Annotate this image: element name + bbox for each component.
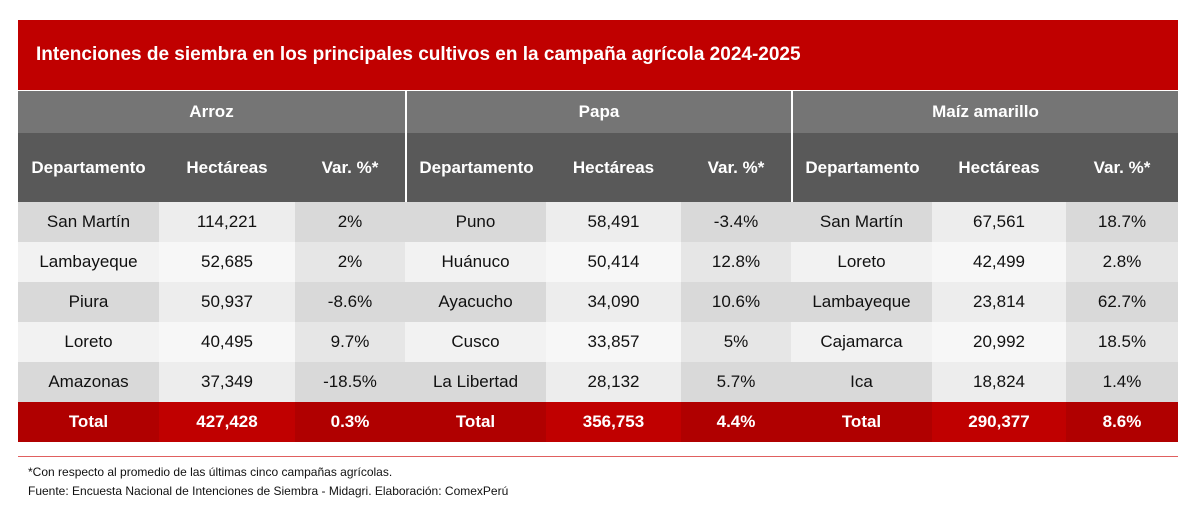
departamento-cell: Ica [791, 362, 932, 402]
hectareas-cell: 67,561 [932, 202, 1066, 242]
total-value: 427,428 [159, 402, 295, 442]
var-cell: 62.7% [1066, 282, 1178, 322]
hectareas-cell: 28,132 [546, 362, 681, 402]
departamento-cell: Ayacucho [405, 282, 546, 322]
var-cell: 2% [295, 202, 405, 242]
var-cell: -18.5% [295, 362, 405, 402]
col-departamento: Departamento [31, 157, 146, 177]
table-title: Intenciones de siembra en los principale… [18, 20, 1178, 90]
col-departamento: Departamento [791, 133, 932, 202]
col-departamento: Departamento [405, 133, 546, 202]
hectareas-cell: 34,090 [546, 282, 681, 322]
group-papa: Papa [405, 91, 791, 133]
var-cell: 9.7% [295, 322, 405, 362]
departamento-cell: Huánuco [405, 242, 546, 282]
group-arroz: Arroz [189, 102, 234, 121]
table-row: San Martín 114,221 2% Puno 58,491 -3.4% San Ma… [18, 202, 1178, 242]
total-label: Total [455, 412, 496, 431]
table-row: Lambayeque 52,685 2% Huánuco 50,414 12.8% Lore… [18, 242, 1178, 282]
table-row: Loreto 40,495 9.7% Cusco 33,857 5% Cajamarca 20… [18, 322, 1178, 362]
hectareas-cell: 52,685 [159, 242, 295, 282]
total-label: Total [841, 412, 882, 431]
hectareas-cell: 114,221 [159, 202, 295, 242]
footer-divider [18, 456, 1178, 457]
col-var: Var. %* [1093, 157, 1151, 177]
hectareas-cell: 58,491 [546, 202, 681, 242]
departamento-cell: Cusco [405, 322, 546, 362]
total-value: 290,377 [932, 402, 1066, 442]
departamento-cell: San Martín [18, 202, 159, 242]
total-var: 4.4% [716, 412, 756, 431]
var-cell: 2% [295, 242, 405, 282]
departamento-cell: Amazonas [18, 362, 159, 402]
source-note: Fuente: Encuesta Nacional de Intenciones… [28, 484, 509, 498]
hectareas-cell: 18,824 [932, 362, 1066, 402]
hectareas-cell: 40,495 [159, 322, 295, 362]
hectareas-cell: 33,857 [546, 322, 681, 362]
group-maiz: Maíz amarillo [791, 91, 1178, 133]
total-row: Total 427,428 0.3% Total 356,753 4.4% To… [18, 402, 1178, 442]
hectareas-cell: 42,499 [932, 242, 1066, 282]
col-hectareas: Hectáreas [186, 157, 268, 177]
col-var: Var. %* [707, 157, 765, 177]
departamento-cell: Lambayeque [18, 242, 159, 282]
title-text: Intenciones de siembra en los principale… [36, 44, 801, 65]
table-row: Amazonas 37,349 -18.5% La Libertad 28,132 5.7… [18, 362, 1178, 402]
hectareas-cell: 23,814 [932, 282, 1066, 322]
hectareas-cell: 50,937 [159, 282, 295, 322]
table-row: Piura 50,937 -8.6% Ayacucho 34,090 10.6% Lamba… [18, 282, 1178, 322]
var-cell: 18.5% [1066, 322, 1178, 362]
hectareas-cell: 50,414 [546, 242, 681, 282]
var-cell: 10.6% [681, 282, 791, 322]
col-hectareas: Hectáreas [572, 157, 655, 177]
column-header-row: Departamento Hectáreas Var. %* Departame… [18, 133, 1178, 202]
var-cell: -8.6% [295, 282, 405, 322]
departamento-cell: Puno [405, 202, 546, 242]
var-cell: 1.4% [1066, 362, 1178, 402]
hectareas-cell: 20,992 [932, 322, 1066, 362]
total-value: 356,753 [546, 402, 681, 442]
var-cell: 5.7% [681, 362, 791, 402]
total-var: 8.6% [1102, 412, 1142, 431]
departamento-cell: Cajamarca [791, 322, 932, 362]
departamento-cell: Loreto [791, 242, 932, 282]
crop-table: Arroz Papa Maíz amarillo Departamento He… [18, 91, 1178, 442]
total-label: Total [68, 412, 109, 431]
col-hectareas: Hectáreas [958, 157, 1040, 177]
departamento-cell: Piura [18, 282, 159, 322]
departamento-cell: Lambayeque [791, 282, 932, 322]
total-var: 0.3% [330, 412, 370, 431]
var-cell: -3.4% [681, 202, 791, 242]
departamento-cell: Loreto [18, 322, 159, 362]
col-var: Var. %* [321, 157, 379, 177]
var-cell: 5% [681, 322, 791, 362]
var-cell: 18.7% [1066, 202, 1178, 242]
var-cell: 12.8% [681, 242, 791, 282]
group-header-row: Arroz Papa Maíz amarillo [18, 91, 1178, 133]
departamento-cell: San Martín [791, 202, 932, 242]
hectareas-cell: 37,349 [159, 362, 295, 402]
footnote: *Con respecto al promedio de las últimas… [28, 465, 393, 479]
var-cell: 2.8% [1066, 242, 1178, 282]
departamento-cell: La Libertad [405, 362, 546, 402]
